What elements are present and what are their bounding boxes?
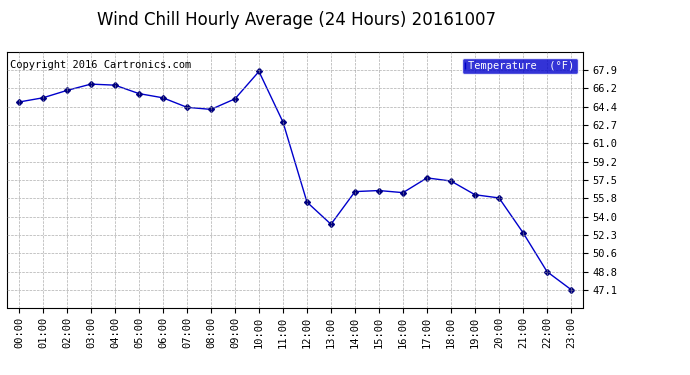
Text: Wind Chill Hourly Average (24 Hours) 20161007: Wind Chill Hourly Average (24 Hours) 201… (97, 11, 496, 29)
Legend: Temperature  (°F): Temperature (°F) (462, 58, 578, 74)
Text: Copyright 2016 Cartronics.com: Copyright 2016 Cartronics.com (10, 60, 191, 70)
